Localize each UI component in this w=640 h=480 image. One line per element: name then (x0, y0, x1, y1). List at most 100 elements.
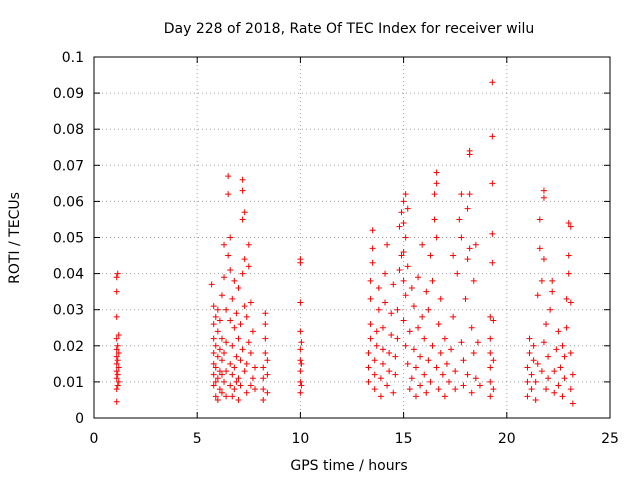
data-point (114, 382, 121, 389)
data-point (208, 281, 215, 288)
y-tick-label: 0.03 (53, 303, 84, 319)
data-point (400, 198, 407, 205)
axis-ticks (93, 56, 611, 419)
data-point (241, 209, 248, 216)
data-point (113, 375, 120, 382)
data-point (382, 299, 389, 306)
y-tick-label: 0.06 (53, 194, 84, 210)
data-point (223, 306, 230, 313)
data-point (540, 339, 547, 346)
data-point (386, 350, 393, 357)
data-point (113, 346, 120, 353)
data-point (223, 393, 230, 400)
data-point (402, 292, 409, 299)
data-point (490, 386, 497, 393)
data-point (113, 398, 120, 405)
data-point (371, 371, 378, 378)
data-point (390, 389, 397, 396)
data-point (386, 368, 393, 375)
data-point (415, 274, 422, 281)
data-point (549, 288, 556, 295)
data-points (113, 79, 576, 407)
data-point (297, 299, 304, 306)
data-point (402, 342, 409, 349)
data-point (233, 310, 240, 317)
data-point (530, 357, 537, 364)
data-point (460, 357, 467, 364)
data-point (549, 277, 556, 284)
y-tick-label: 0.02 (53, 339, 84, 355)
data-point (373, 328, 380, 335)
data-point (210, 360, 217, 367)
data-point (212, 364, 219, 371)
data-point (377, 375, 384, 382)
data-point (398, 209, 405, 216)
data-point (218, 335, 225, 342)
data-point (454, 270, 461, 277)
data-point (443, 360, 450, 367)
data-point (392, 353, 399, 360)
data-point (223, 368, 230, 375)
data-point (371, 357, 378, 364)
data-point (210, 335, 217, 342)
data-point (569, 371, 576, 378)
data-point (212, 393, 219, 400)
data-point (466, 147, 473, 154)
data-point (384, 382, 391, 389)
data-point (427, 252, 434, 259)
data-point (297, 378, 304, 385)
data-point (260, 386, 267, 393)
data-point (227, 266, 234, 273)
data-point (264, 357, 271, 364)
data-point (227, 360, 234, 367)
data-point (260, 364, 267, 371)
data-point (367, 277, 374, 284)
data-point (489, 133, 496, 140)
data-point (396, 266, 403, 273)
y-tick-label: 0.01 (53, 375, 84, 391)
data-point (540, 256, 547, 263)
data-point (551, 389, 558, 396)
data-point (113, 368, 120, 375)
data-point (404, 360, 411, 367)
data-point (377, 393, 384, 400)
data-point (229, 393, 236, 400)
data-point (212, 378, 219, 385)
data-point (239, 346, 246, 353)
data-point (487, 313, 494, 320)
data-point (551, 368, 558, 375)
data-point (297, 357, 304, 364)
data-point (402, 191, 409, 198)
data-point (251, 386, 258, 393)
data-point (243, 389, 250, 396)
data-point (545, 353, 552, 360)
data-point (425, 306, 432, 313)
x-tick-label: 20 (498, 431, 516, 447)
x-tick-labels: 0 5 10 15 20 25 (90, 431, 619, 447)
data-point (392, 371, 399, 378)
data-point (567, 223, 574, 230)
data-point (247, 382, 254, 389)
data-point (524, 393, 531, 400)
data-point (458, 191, 465, 198)
data-point (297, 256, 304, 263)
data-point (470, 277, 477, 284)
x-tick-label: 25 (601, 431, 619, 447)
data-point (439, 371, 446, 378)
data-point (412, 364, 419, 371)
data-point (223, 339, 230, 346)
data-point (417, 353, 424, 360)
data-point (406, 386, 413, 393)
data-point (466, 191, 473, 198)
data-point (460, 382, 467, 389)
data-point (218, 389, 225, 396)
data-point (239, 270, 246, 277)
data-point (243, 360, 250, 367)
data-point (472, 241, 479, 248)
data-point (216, 317, 223, 324)
data-point (216, 368, 223, 375)
data-point (390, 281, 397, 288)
data-point (421, 371, 428, 378)
data-point (371, 386, 378, 393)
data-point (231, 364, 238, 371)
